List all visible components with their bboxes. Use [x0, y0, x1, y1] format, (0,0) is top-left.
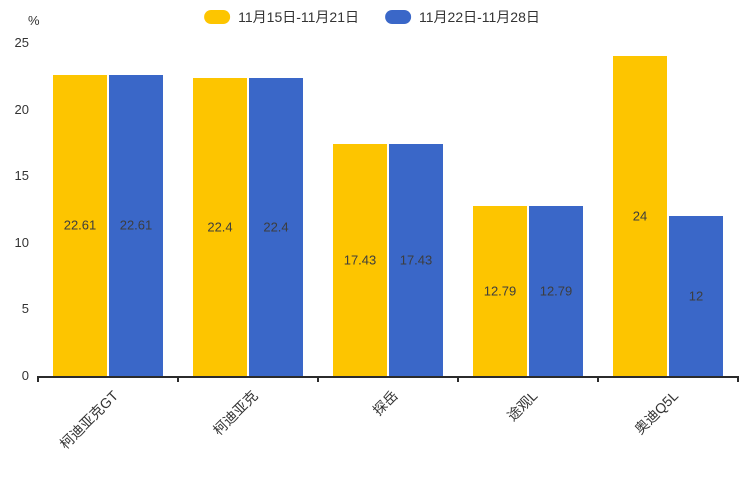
x-axis-tick	[597, 376, 599, 382]
bar-series1: 24	[613, 56, 667, 376]
y-tick-label: 15	[14, 168, 29, 184]
x-axis-tick	[317, 376, 319, 382]
bar-value-label: 17.43	[343, 252, 377, 268]
bar-series2: 17.43	[389, 143, 443, 376]
bar-value-label: 22.4	[263, 219, 289, 235]
bar-group: 24 12	[598, 45, 738, 376]
bar-series1: 22.4	[193, 77, 247, 376]
bar-series2: 22.61	[109, 74, 163, 376]
y-axis-unit-label: %	[28, 13, 40, 28]
x-axis-tick	[37, 376, 39, 382]
legend-swatch-icon	[385, 10, 411, 24]
plot-area: 22.61 22.61 22.4 22.4 17.43 17.43 12.79 12.79 24…	[15, 35, 739, 452]
bar-groups: 22.61 22.61 22.4 22.4 17.43 17.43 12.79 12.79 24…	[38, 45, 738, 376]
legend-swatch-icon	[204, 10, 231, 24]
x-category-label: 探岳	[369, 387, 401, 419]
y-tick-label: 25	[14, 35, 29, 50]
x-category-label: 柯迪亚克GT	[56, 387, 121, 453]
bar-series1: 12.79	[473, 205, 527, 376]
y-tick-label: 10	[14, 234, 29, 250]
bar-series2: 12.79	[529, 205, 583, 376]
bar-group: 22.61 22.61	[38, 45, 178, 376]
legend-item[interactable]: 11月15日-11月21日	[204, 7, 359, 27]
legend-label: 11月15日-11月21日	[238, 9, 359, 25]
x-axis-tick	[177, 376, 179, 382]
legend-label: 11月22日-11月28日	[419, 9, 540, 25]
bar-value-label: 22.4	[207, 219, 233, 235]
bar-series2: 22.4	[249, 77, 303, 376]
bar-series1: 17.43	[333, 143, 387, 376]
x-axis-tick	[457, 376, 459, 382]
x-category-label: 奥迪Q5L	[630, 387, 681, 438]
bar-value-label: 12.79	[539, 283, 573, 299]
bar-value-label: 22.61	[63, 217, 97, 233]
bar-value-label: 24	[632, 208, 648, 224]
x-category-label: 途观L	[504, 387, 541, 425]
bar-value-label: 17.43	[399, 252, 433, 268]
bar-group: 22.4 22.4	[178, 45, 318, 376]
bar-group: 17.43 17.43	[318, 45, 458, 376]
bar-value-label: 12.79	[483, 283, 517, 299]
y-tick-label: 20	[14, 101, 29, 117]
bar-series2: 12	[669, 216, 723, 376]
y-tick-label: 5	[21, 301, 29, 317]
y-tick-label: 0	[21, 368, 29, 383]
bar-group: 12.79 12.79	[458, 45, 598, 376]
x-category-label: 柯迪亚克	[209, 387, 261, 439]
bar-value-label: 22.61	[119, 217, 153, 233]
bar-series1: 22.61	[53, 74, 107, 376]
legend: 11月15日-11月21日 11月22日-11月28日	[204, 7, 540, 27]
legend-item[interactable]: 11月22日-11月28日	[385, 7, 540, 27]
x-axis-tick	[737, 376, 739, 382]
bar-value-label: 12	[688, 288, 704, 304]
